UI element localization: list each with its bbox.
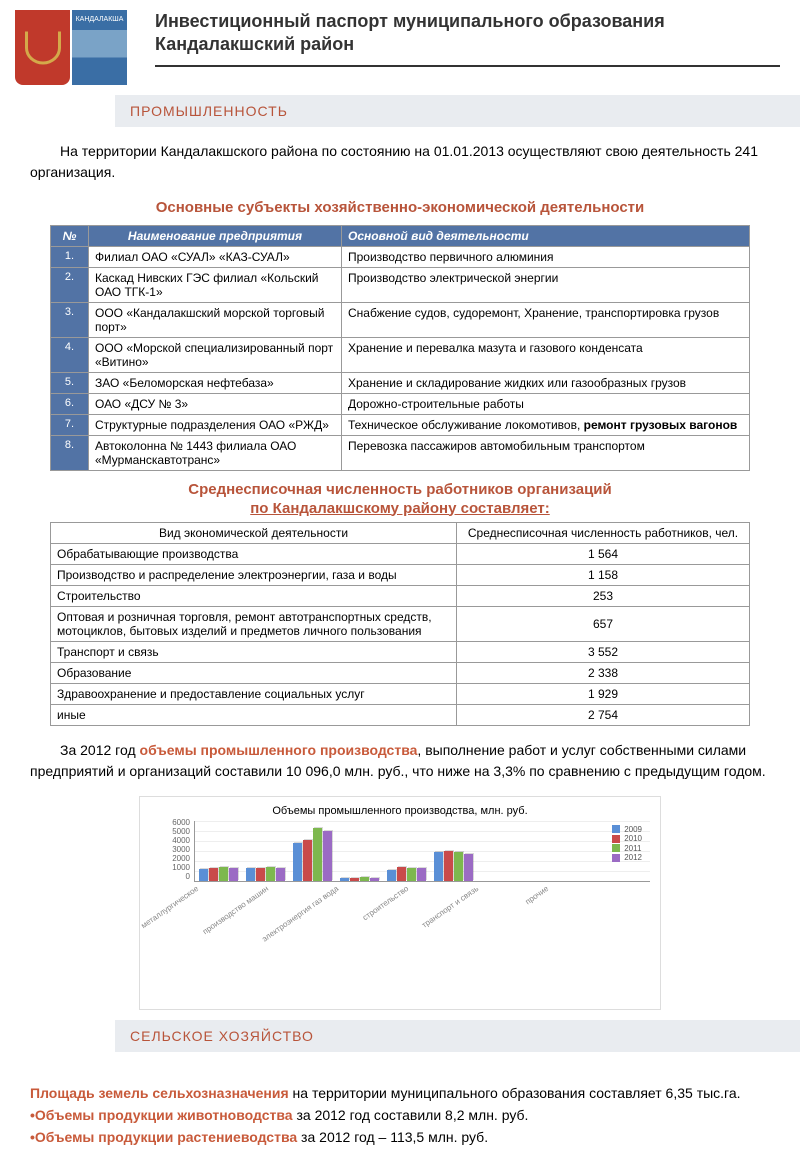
table-row: Производство и распределение электроэнер…: [51, 564, 750, 585]
bar-group: [246, 867, 285, 881]
table-row: 5.ЗАО «Беломорская нефтебаза» Хранение и…: [51, 372, 750, 393]
table2-subtitle-a: Среднесписочная численность работников о…: [0, 481, 800, 498]
table-row: Транспорт и связь3 552: [51, 641, 750, 662]
chart-xlabel: прочие: [524, 884, 551, 906]
bar: [387, 870, 396, 881]
table-header: Среднесписочная численность работников, …: [457, 522, 750, 543]
bar: [434, 852, 443, 881]
bar: [397, 867, 406, 881]
bar: [370, 878, 379, 881]
bar: [276, 868, 285, 881]
agri-line2-rest: за 2012 год составили 8,2 млн. руб.: [293, 1107, 529, 1123]
bar: [313, 828, 322, 881]
table-row: Образование2 338: [51, 662, 750, 683]
table-row: Здравоохранение и предоставление социаль…: [51, 683, 750, 704]
table-header: Вид экономической деятельности: [51, 522, 457, 543]
legend-item: 2012: [612, 853, 642, 863]
bar: [199, 869, 208, 881]
bar-group: [293, 828, 332, 881]
logo-text: КАНДАЛАКША: [72, 10, 127, 30]
bar: [266, 867, 275, 881]
table-row: 4.ООО «Морской специализированный порт «…: [51, 337, 750, 372]
table-header: Наименование предприятия: [89, 225, 342, 246]
bar-group: [434, 851, 473, 881]
bar: [219, 867, 228, 881]
table1-subtitle: Основные субъекты хозяйственно-экономиче…: [30, 197, 770, 220]
table-row: 6.ОАО «ДСУ № 3»Дорожно-строительные рабо…: [51, 393, 750, 414]
agri-line1-bold: Площадь земель сельхозназначения: [30, 1085, 289, 1101]
table-row: 8.Автоколонна № 1443 филиала ОАО «Мурман…: [51, 435, 750, 470]
chart-xlabel: строительство: [361, 884, 410, 922]
chart-plot: [194, 821, 650, 882]
bar: [229, 868, 238, 881]
bar: [350, 878, 359, 881]
table-row: иные2 754: [51, 704, 750, 725]
section-industry-bar: ПРОМЫШЛЕННОСТЬ: [115, 95, 800, 127]
table-row: 2.Каскад Нивских ГЭС филиал «Кольский ОА…: [51, 267, 750, 302]
table-row: Обрабатывающие производства1 564: [51, 543, 750, 564]
legend-item: 2010: [612, 834, 642, 844]
bar-group: [387, 867, 426, 881]
bar: [340, 878, 349, 881]
bar: [417, 868, 426, 881]
section-agriculture-bar: СЕЛЬСКОЕ ХОЗЯЙСТВО: [115, 1020, 800, 1052]
intro-paragraph: На территории Кандалакшского района по с…: [30, 141, 770, 183]
bar: [256, 868, 265, 881]
bar: [360, 877, 369, 881]
table2-subtitle-b: по Кандалакшскому району составляет:: [0, 500, 800, 517]
header: КАНДАЛАКША Инвестиционный паспорт муници…: [0, 0, 800, 90]
enterprises-table: №Наименование предприятияОсновной вид де…: [50, 225, 750, 471]
bar: [293, 843, 302, 881]
chart-legend: 2009201020112012: [612, 825, 642, 863]
legend-item: 2011: [612, 844, 642, 854]
agri-line3-bold: Объемы продукции растениеводства: [35, 1129, 297, 1145]
agriculture-body: Площадь земель сельхозназначения на терр…: [0, 1062, 800, 1169]
table-row: 7.Структурные подразделения ОАО «РЖД»Тех…: [51, 414, 750, 435]
table-header: №: [51, 225, 89, 246]
bar: [303, 840, 312, 881]
agri-line2-bold: Объемы продукции животноводства: [35, 1107, 293, 1123]
agri-line3-rest: за 2012 год – 113,5 млн. руб.: [297, 1129, 488, 1145]
chart-xlabel: электроэнергия газ вода: [260, 884, 340, 944]
para2-highlight: объемы промышленного производства: [140, 742, 418, 758]
table-header: Основной вид деятельности: [342, 225, 750, 246]
bar: [464, 854, 473, 881]
bar: [444, 851, 453, 881]
chart-xlabels: металлургическоепроизводство машинэлектр…: [140, 884, 660, 1004]
production-chart: Объемы промышленного производства, млн. …: [139, 796, 661, 1010]
bar: [323, 831, 332, 881]
table-row: 1.Филиал ОАО «СУАЛ» «КАЗ-СУАЛ»Производст…: [51, 246, 750, 267]
logo: КАНДАЛАКША: [15, 10, 135, 90]
bar: [407, 868, 416, 881]
doc-title: Инвестиционный паспорт муниципального об…: [155, 10, 780, 67]
bar-group: [340, 877, 379, 881]
table-row: 3.ООО «Кандалакшский морской торговый по…: [51, 302, 750, 337]
bar: [209, 868, 218, 881]
chart-xlabel: производство машин: [201, 884, 270, 936]
chart-yaxis: 0100020003000400050006000: [150, 821, 194, 881]
agri-line1-rest: на территории муниципального образования…: [289, 1085, 741, 1101]
coat-of-arms-left-icon: [15, 10, 70, 85]
bar-group: [199, 867, 238, 881]
chart-title: Объемы промышленного производства, млн. …: [140, 797, 660, 821]
chart-xlabel: транспорт и связь: [420, 884, 480, 930]
chart-xlabel: металлургическое: [139, 884, 200, 930]
coat-of-arms-right-icon: КАНДАЛАКША: [72, 10, 127, 85]
para2-lead: За 2012 год: [60, 742, 140, 758]
bar: [454, 852, 463, 881]
legend-item: 2009: [612, 825, 642, 835]
table-row: Оптовая и розничная торговля, ремонт авт…: [51, 606, 750, 641]
employees-table: Вид экономической деятельностиСреднеспис…: [50, 522, 750, 726]
production-paragraph: За 2012 год объемы промышленного произво…: [30, 740, 770, 782]
table-row: Строительство253: [51, 585, 750, 606]
bar: [246, 868, 255, 881]
